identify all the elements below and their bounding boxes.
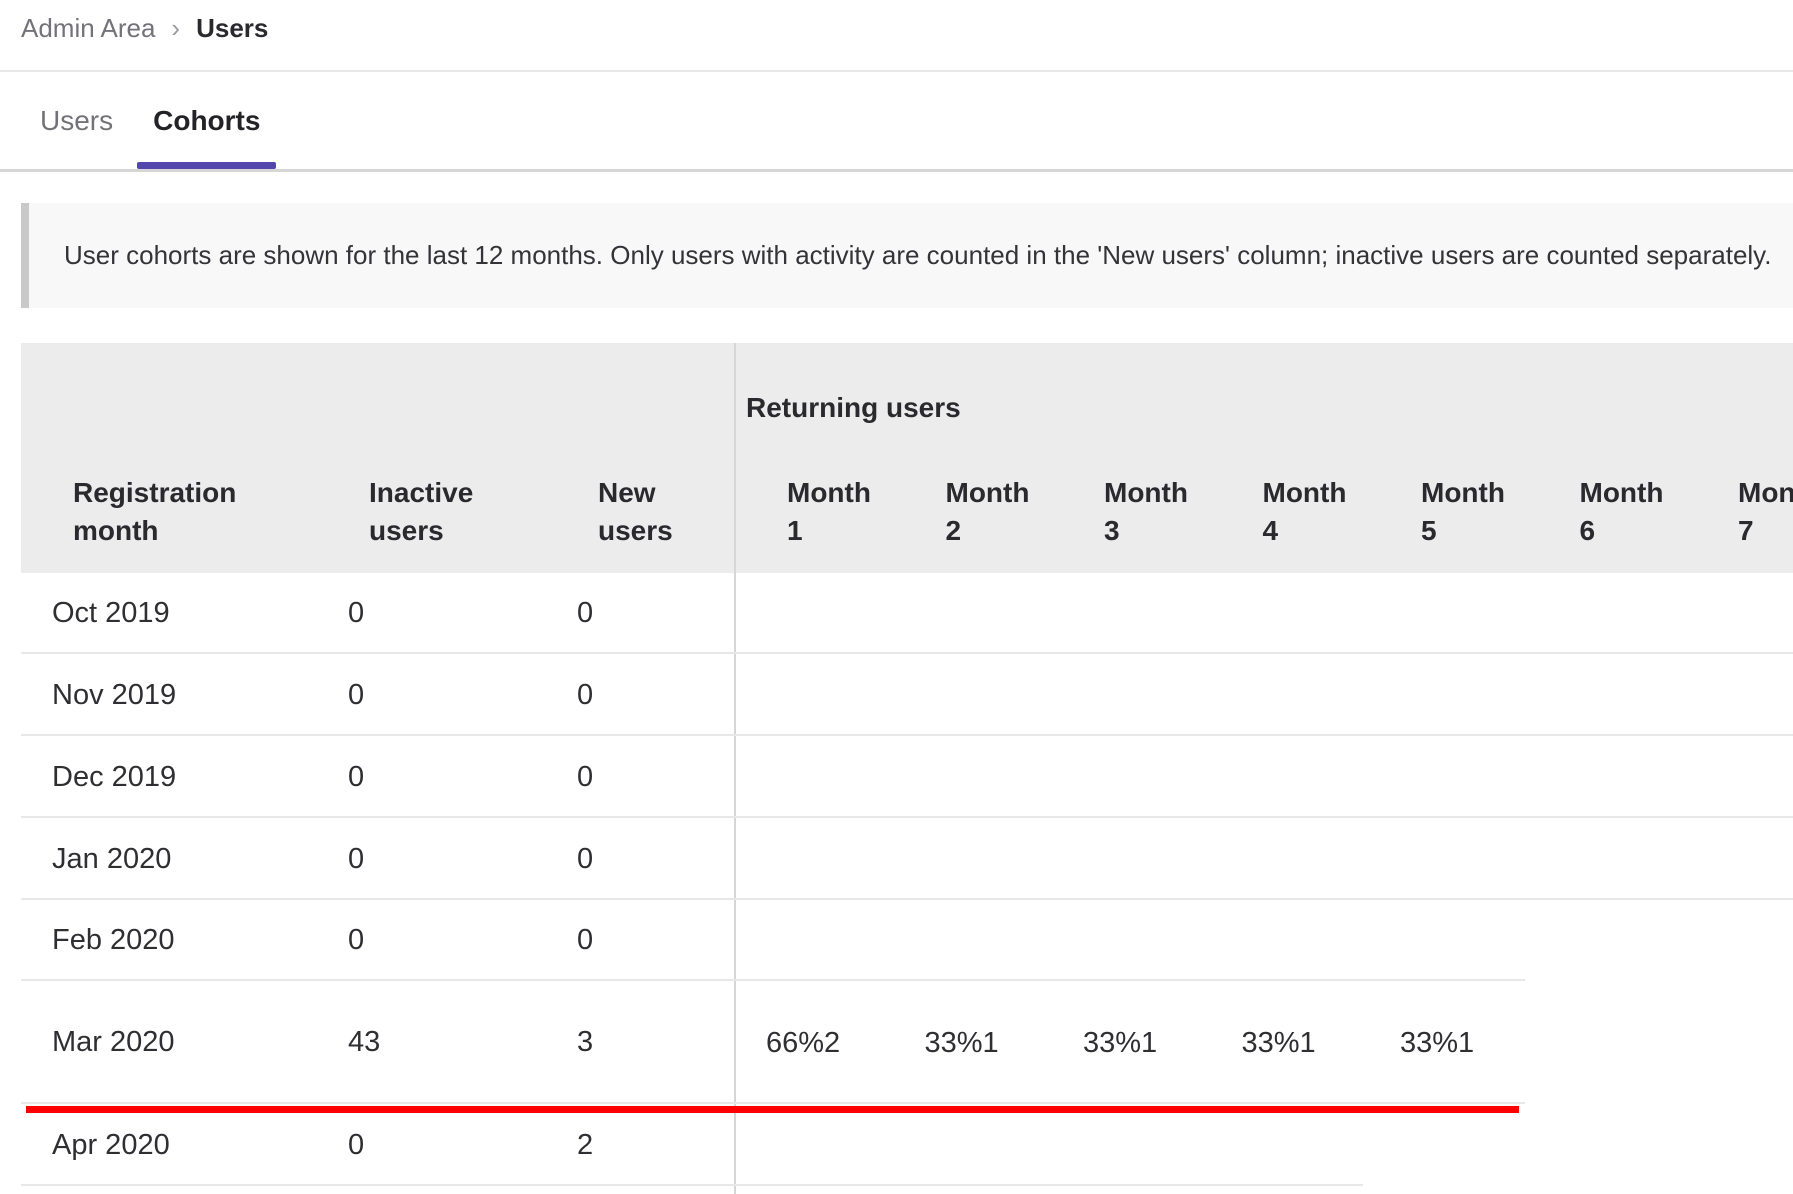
row-divider — [21, 979, 1525, 981]
cell-registration-month: Mar 2020 — [52, 1026, 175, 1058]
breadcrumb-chevron-icon: › — [171, 13, 181, 43]
tab-users[interactable]: Users — [24, 72, 129, 169]
cell-new-users: 0 — [577, 597, 594, 629]
returning-count: 2 — [824, 1026, 841, 1059]
column-header-registration-month: Registration month — [73, 477, 237, 546]
cohorts-table: Returning users Registration month Inact… — [0, 343, 1793, 1194]
cell-registration-month: Jan 2020 — [52, 842, 172, 875]
returning-users-divider — [734, 343, 736, 1194]
column-header-month-3: Month 3 — [1104, 477, 1188, 546]
table-row: Mar 2020 43 3 66% 2 33% 1 33% 1 33% 1 33% 1 — [0, 981, 1793, 1104]
cell-registration-month: Nov 2019 — [52, 678, 177, 711]
returning-count: 1 — [1458, 1026, 1475, 1059]
table-row — [0, 1186, 1793, 1194]
returning-percent: 33% — [1400, 1026, 1459, 1059]
returning-count: 1 — [1141, 1026, 1158, 1059]
cell-inactive-users: 0 — [348, 678, 365, 711]
cell-inactive-users: 0 — [348, 1128, 365, 1161]
row-divider — [21, 1102, 1525, 1104]
cohorts-info-banner: User cohorts are shown for the last 12 m… — [21, 203, 1793, 308]
cell-returning-month-1: 66% 2 — [766, 981, 840, 1104]
cell-new-users: 0 — [577, 678, 594, 711]
row-divider — [21, 652, 1793, 654]
cell-new-users: 2 — [577, 1128, 594, 1161]
table-row: Feb 2020 0 0 — [0, 900, 1793, 981]
tab-cohorts[interactable]: Cohorts — [137, 72, 277, 169]
cell-returning-month-4: 33% 1 — [1242, 981, 1316, 1104]
cell-inactive-users: 0 — [348, 924, 365, 956]
row-divider — [21, 898, 1793, 900]
row-divider — [21, 734, 1793, 736]
cell-returning-month-2: 33% 1 — [925, 981, 999, 1104]
returning-count: 1 — [1299, 1026, 1316, 1059]
cell-inactive-users: 0 — [348, 597, 365, 629]
cell-registration-month: Dec 2019 — [52, 760, 177, 793]
column-header-new-users: New users — [598, 477, 673, 546]
column-header-month-6: Month 6 — [1579, 477, 1664, 546]
table-row: Oct 2019 0 0 — [0, 573, 1793, 654]
table-body: Oct 2019 0 0 Nov 2019 0 0 Dec 2019 0 0 Jan 2020 0 0… — [0, 573, 1793, 1194]
returning-percent: 33% — [924, 1026, 983, 1059]
column-header-month-4: Month 4 — [1262, 477, 1347, 546]
cell-new-users: 0 — [577, 924, 594, 956]
tabs-bar: Users Cohorts — [0, 72, 1793, 172]
row-divider — [21, 1184, 1363, 1186]
table-row: Apr 2020 0 2 — [0, 1104, 1793, 1186]
annotation-red-line — [26, 1106, 1519, 1113]
breadcrumb: Admin Area › Users — [0, 0, 1793, 72]
cell-new-users: 0 — [577, 842, 594, 875]
table-header: Returning users Registration month Inact… — [21, 343, 1793, 573]
cell-inactive-users: 0 — [348, 842, 365, 875]
cell-new-users: 0 — [577, 760, 594, 793]
breadcrumb-link-admin-area[interactable]: Admin Area — [21, 13, 156, 43]
breadcrumb-item-users: Users — [196, 13, 269, 43]
table-row: Dec 2019 0 0 — [0, 736, 1793, 818]
returning-count: 1 — [982, 1026, 999, 1059]
returning-percent: 33% — [1241, 1026, 1300, 1059]
returning-percent: 33% — [1083, 1026, 1142, 1059]
column-header-month-5: Month 5 — [1421, 477, 1505, 546]
cell-new-users: 3 — [577, 1026, 594, 1058]
returning-percent: 66% — [766, 1026, 825, 1059]
cell-registration-month: Feb 2020 — [52, 924, 175, 956]
column-header-month-2: Month 2 — [945, 477, 1030, 546]
cell-registration-month: Oct 2019 — [52, 597, 170, 629]
column-header-inactive-users: Inactive users — [369, 477, 474, 546]
cell-inactive-users: 0 — [348, 760, 365, 793]
cohorts-info-text: User cohorts are shown for the last 12 m… — [64, 240, 1772, 270]
column-header-month-7: Month 7 — [1738, 477, 1793, 546]
cell-returning-month-5: 33% 1 — [1400, 981, 1474, 1104]
table-row: Nov 2019 0 0 — [0, 654, 1793, 736]
cell-inactive-users: 43 — [348, 1026, 381, 1058]
cell-registration-month: Apr 2020 — [52, 1128, 170, 1161]
table-row: Jan 2020 0 0 — [0, 818, 1793, 900]
cell-returning-month-3: 33% 1 — [1083, 981, 1157, 1104]
column-header-month-1: Month 1 — [787, 477, 871, 546]
row-divider — [21, 816, 1793, 818]
returning-users-group-header: Returning users — [746, 392, 961, 423]
